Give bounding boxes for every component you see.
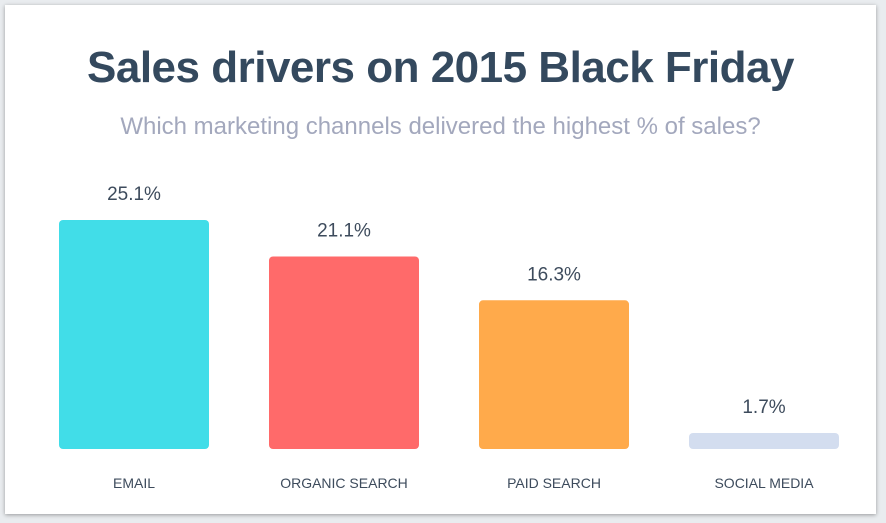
- bar-paid-search: [479, 300, 629, 449]
- category-label-social-media: SOCIAL MEDIA: [714, 475, 814, 491]
- bar-organic-search: [269, 256, 419, 449]
- category-label-email: EMAIL: [113, 475, 155, 491]
- chart-subtitle: Which marketing channels delivered the h…: [120, 113, 761, 140]
- value-label-paid-search: 16.3%: [527, 264, 581, 285]
- category-label-organic-search: ORGANIC SEARCH: [280, 475, 408, 491]
- bar-social-media: [689, 433, 839, 449]
- value-label-organic-search: 21.1%: [317, 220, 371, 241]
- value-label-social-media: 1.7%: [742, 397, 785, 418]
- chart-title: Sales drivers on 2015 Black Friday: [87, 43, 794, 92]
- value-label-email: 25.1%: [107, 184, 161, 205]
- category-label-paid-search: PAID SEARCH: [507, 475, 601, 491]
- bar-email: [59, 220, 209, 449]
